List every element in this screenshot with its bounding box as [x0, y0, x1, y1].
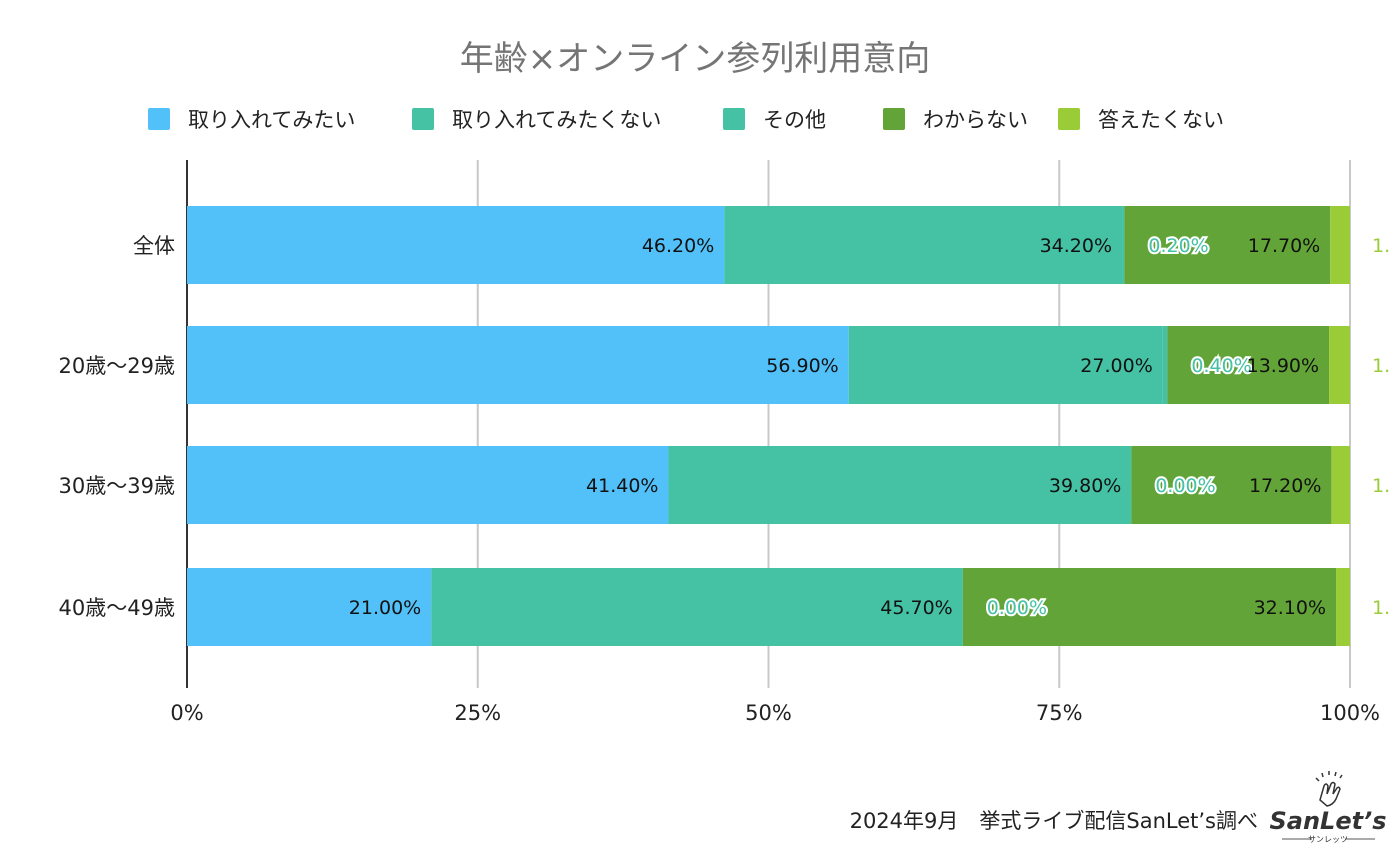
data-label: 56.90%: [766, 355, 838, 377]
bar-segment: [187, 446, 669, 524]
data-labels: 46.20% 34.20% 0.20% 17.70% 1.70% 56.90% 27.00%…: [349, 233, 1390, 621]
legend-label: わからない: [923, 108, 1028, 132]
data-label: 1.60%: [1372, 475, 1390, 497]
logo-sub: サンレッツ: [1308, 835, 1348, 844]
bar-segment: [1131, 446, 1332, 524]
bar-segment: [1124, 206, 1331, 284]
legend-label: 取り入れてみたい: [188, 108, 355, 132]
bar-segment: [187, 326, 849, 404]
x-tick-label: 75%: [1036, 701, 1083, 725]
category-label: 20歳〜29歳: [59, 354, 175, 378]
legend-label: 取り入れてみたくない: [452, 108, 661, 132]
bar-segment: [1162, 326, 1168, 404]
data-label: 1.80%: [1372, 355, 1390, 377]
bar-segment: [1329, 326, 1350, 404]
legend-swatch: [723, 108, 745, 130]
bar-segment: [962, 568, 1337, 646]
x-tick-label: 25%: [454, 701, 501, 725]
x-axis-ticks: 0% 25% 50% 75% 100%: [170, 701, 1380, 725]
category-label: 30歳〜39歳: [59, 474, 175, 498]
legend: 取り入れてみたい 取り入れてみたくない その他 わからない 答えたくない: [148, 108, 1224, 132]
bar-segment: [668, 446, 1132, 524]
data-label: 45.70%: [880, 597, 952, 619]
bar-segment: [1336, 568, 1350, 646]
x-tick-label: 50%: [745, 701, 792, 725]
legend-swatch: [1058, 108, 1080, 130]
data-label: 0.00%: [1155, 475, 1215, 497]
source-note: 2024年9月 挙式ライブ配信SanLet’s調べ: [850, 809, 1258, 833]
category-label: 40歳〜49歳: [59, 596, 175, 620]
bar-segment: [724, 206, 1123, 284]
bar-segment: [187, 568, 432, 646]
logo-text: SanLet’s: [1269, 807, 1386, 835]
bars: [187, 206, 1350, 646]
data-label: 1.70%: [1372, 235, 1390, 257]
data-label: 34.20%: [1040, 235, 1112, 257]
bar-segment: [1167, 326, 1330, 404]
data-label: 32.10%: [1254, 597, 1326, 619]
data-label: 0.20%: [1148, 235, 1208, 257]
bar-segment: [1331, 446, 1350, 524]
legend-label: その他: [763, 108, 826, 132]
bar-segment: [1122, 206, 1125, 284]
x-tick-label: 0%: [170, 701, 203, 725]
data-label: 27.00%: [1080, 355, 1152, 377]
bar-segment: [1330, 206, 1350, 284]
data-label: 46.20%: [642, 235, 714, 257]
bar-segment: [848, 326, 1163, 404]
legend-swatch: [883, 108, 905, 130]
bar-segment: [187, 206, 725, 284]
bar-segment: [431, 568, 963, 646]
x-tick-label: 100%: [1320, 701, 1380, 725]
category-label: 全体: [133, 234, 175, 258]
legend-swatch: [412, 108, 434, 130]
legend-label: 答えたくない: [1098, 108, 1224, 132]
hand-icon: [1315, 771, 1343, 807]
data-label: 39.80%: [1049, 475, 1121, 497]
chart-title: 年齢×オンライン参列利用意向: [460, 39, 931, 79]
data-label: 1.20%: [1372, 597, 1390, 619]
data-label: 17.20%: [1249, 475, 1321, 497]
sanlets-logo: SanLet’s サンレッツ: [1269, 771, 1387, 844]
category-labels: 全体 20歳〜29歳 30歳〜39歳 40歳〜49歳: [59, 234, 175, 620]
legend-swatch: [148, 108, 170, 130]
data-label: 21.00%: [349, 597, 421, 619]
data-label: 0.00%: [987, 597, 1047, 619]
data-label: 41.40%: [586, 475, 658, 497]
data-label: 0.40%: [1191, 355, 1251, 377]
data-label: 17.70%: [1248, 235, 1320, 257]
data-label: 13.90%: [1247, 355, 1319, 377]
